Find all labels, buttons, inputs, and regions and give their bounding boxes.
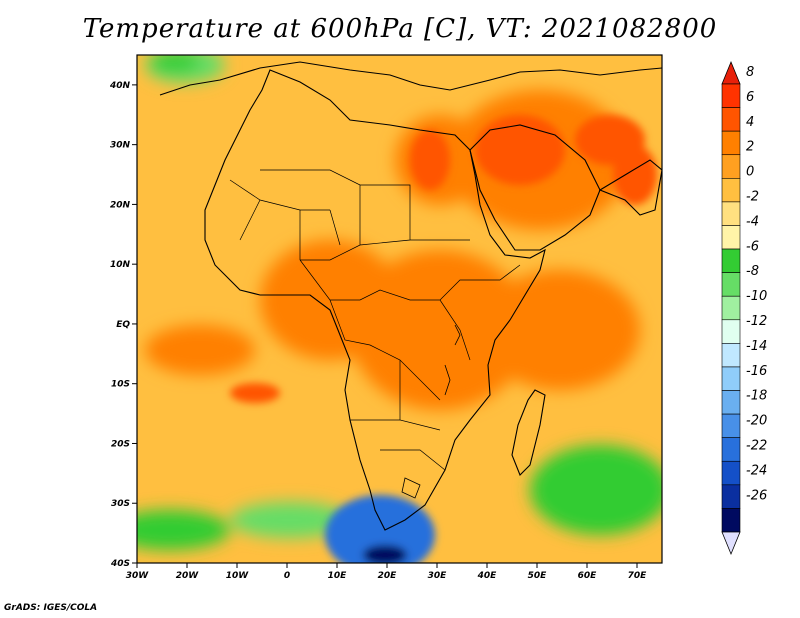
colorbar-swatch (721, 437, 741, 462)
colorbar-label: -16 (746, 364, 767, 379)
temperature-field (137, 55, 662, 563)
blue-trough (325, 495, 435, 563)
colorbar-swatch (721, 83, 741, 108)
y-tick-label: 30N (110, 141, 131, 151)
colorbar-label: -12 (746, 314, 767, 329)
colorbar-top-cap (721, 60, 741, 85)
green-se (530, 445, 662, 535)
y-axis: 40N 30N 20N 10N EQ 10S 20S 30S 40S (109, 81, 137, 569)
colorbar-swatch (721, 225, 741, 250)
y-tick-label: 40N (109, 81, 131, 91)
y-tick-label: 20S (111, 439, 130, 449)
colorbar-swatch (721, 508, 741, 533)
coastlines (159, 61, 662, 531)
colorbar-swatch (721, 413, 741, 438)
green-sw (137, 510, 230, 550)
colorbar-label: -26 (746, 488, 767, 503)
colorbar-label: -8 (746, 264, 759, 279)
colorbar-label: -22 (746, 439, 767, 454)
colorbar-swatch (721, 295, 741, 321)
colorbar-swatch (721, 248, 741, 273)
hot-indian-ocean (480, 270, 640, 390)
colorbar-swatch (721, 366, 741, 391)
hotter-egypt (410, 130, 450, 190)
y-tick-label: EQ (116, 320, 130, 330)
colorbar-swatch (721, 154, 741, 179)
colorbar-label: 6 (746, 90, 754, 105)
coldest-core (363, 545, 407, 563)
colorbar-swatch (721, 460, 741, 486)
europe-coastline (159, 61, 662, 96)
colorbar-label: -6 (746, 239, 759, 254)
india-coastline (598, 159, 662, 216)
y-tick-label: 40S (110, 559, 130, 569)
hot-central (350, 250, 530, 410)
colorbar-swatch (721, 390, 741, 415)
x-tick-label: 20W (176, 571, 200, 581)
colorbar-label: 0 (746, 165, 754, 180)
y-tick-label: 10N (110, 260, 131, 270)
y-tick-label: 10S (111, 380, 130, 390)
colorbar-label: 8 (746, 65, 754, 80)
madagascar-coastline (511, 389, 546, 476)
plot-frame (136, 54, 663, 564)
colorbar-label: -2 (746, 190, 759, 205)
x-tick-label: 30E (428, 571, 448, 581)
colorbar-swatch (721, 272, 741, 297)
hotter-arabia (475, 115, 565, 185)
colorbar-swatch (721, 343, 741, 368)
colorbar-swatch (721, 107, 741, 132)
hotter-atlantic (230, 383, 280, 403)
colorbar-swatch (721, 484, 741, 509)
colorbar-label: 4 (746, 115, 754, 130)
y-tick-label: 20N (110, 200, 131, 210)
colorbar-label: 2 (746, 140, 754, 155)
colorbar-label: -14 (746, 339, 767, 354)
x-axis: 30W 20W 10W 0 10E 20E 30E 40E 50E 60E 70E (126, 563, 647, 581)
colorbar-swatch (721, 319, 741, 344)
nw-green-core (150, 55, 200, 72)
colorbar-bottom-cap (721, 531, 741, 556)
colorbar-swatch (721, 130, 741, 156)
hotter-india (613, 145, 657, 205)
grads-credit: GrADS: IGES/COLA (4, 603, 98, 613)
x-tick-label: 70E (628, 571, 648, 581)
colorbar-label: -24 (746, 463, 767, 478)
x-tick-label: 50E (528, 571, 548, 581)
map-title: Temperature at 600hPa [C], VT: 202108280… (82, 14, 718, 44)
interior-borders (229, 169, 521, 471)
colorbar-label: -20 (746, 414, 767, 429)
colorbar: 8 6 4 2 0 -2 -4 -6 -8 -10 -12 -14 -16 -18 -20 -22 -24 -26 (721, 60, 767, 556)
colorbar-label: -10 (746, 289, 767, 304)
x-tick-label: 10W (226, 571, 250, 581)
x-tick-label: 40E (477, 571, 498, 581)
green-south (230, 502, 350, 538)
x-tick-label: 20E (378, 571, 398, 581)
colorbar-label: -4 (746, 214, 759, 229)
x-tick-label: 10E (328, 571, 348, 581)
arabia-coastline (469, 124, 601, 251)
x-tick-label: 0 (284, 571, 290, 581)
hot-ocean-west (145, 325, 255, 375)
colorbar-label: -18 (746, 389, 767, 404)
lakes (401, 324, 461, 499)
x-tick-label: 60E (578, 571, 598, 581)
colorbar-swatch (721, 201, 741, 226)
africa-coastline (204, 69, 546, 531)
y-tick-label: 30S (111, 499, 130, 509)
x-tick-label: 30W (126, 571, 150, 581)
colorbar-swatch (721, 178, 741, 203)
